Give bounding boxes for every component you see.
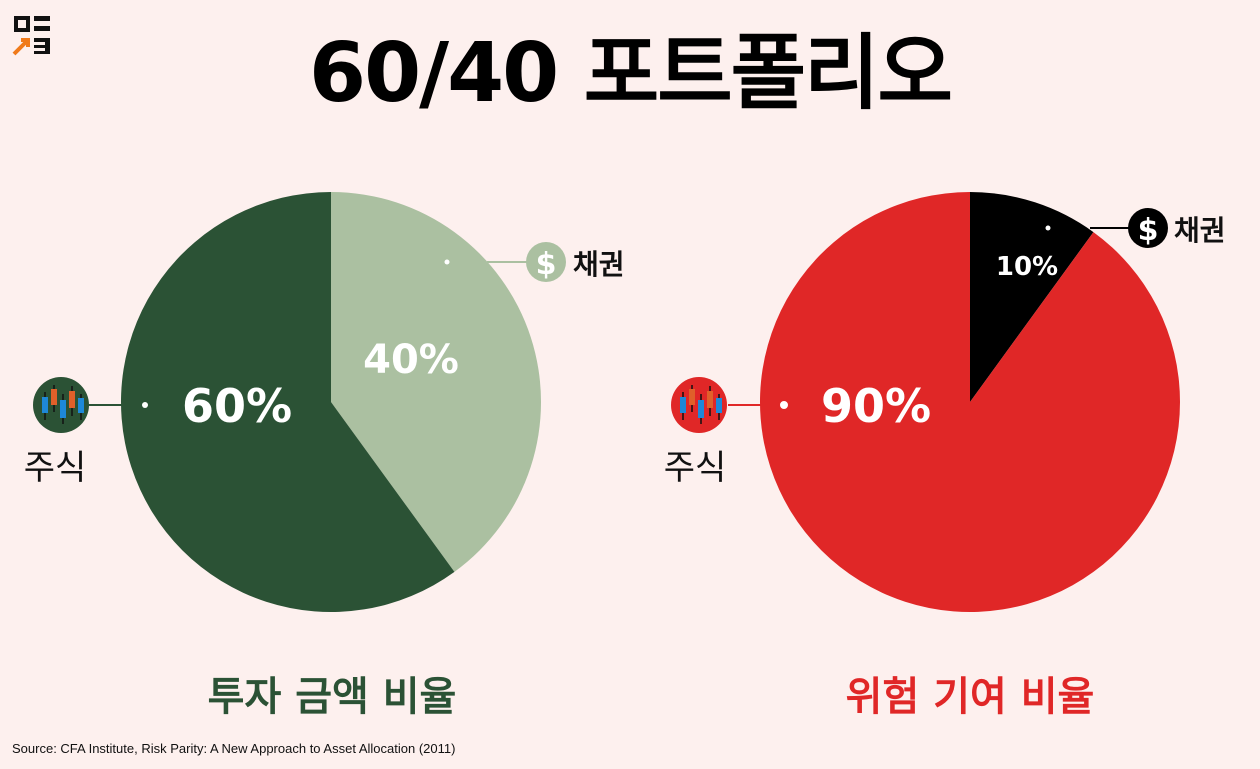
left-stock-label: 주식 — [24, 448, 87, 488]
candlestick-chart-icon — [671, 377, 727, 433]
left-bond-callout: $ 채권 — [444, 242, 625, 282]
left-bond-label: 채권 — [573, 248, 625, 281]
dollar-coin-icon: $ — [526, 242, 566, 282]
right-stock-callout: 주식 — [664, 377, 790, 488]
left-stock-value-label: 60% — [182, 379, 292, 433]
pie-slice-stock — [760, 192, 1181, 613]
right-stock-value-label: 90% — [821, 379, 931, 433]
pie-slice-bond — [331, 192, 541, 572]
pie-chart-risk — [760, 192, 1181, 613]
candlestick-chart-icon — [33, 377, 89, 433]
right-stock-label: 주식 — [664, 448, 727, 488]
right-bond-value-label: 10% — [996, 252, 1058, 282]
left-bond-value-label: 40% — [363, 337, 459, 383]
source-note: Source: CFA Institute, Risk Parity: A Ne… — [12, 741, 456, 756]
svg-text:$: $ — [1138, 213, 1159, 248]
page-title: 60/40 포트폴리오 — [309, 26, 953, 121]
right-bond-callout: $ 채권 — [1045, 208, 1226, 248]
pie-chart-investment — [120, 192, 541, 612]
right-bond-label: 채권 — [1174, 214, 1226, 247]
right-chart-caption: 위험 기여 비율 — [845, 674, 1095, 720]
brand-logo-icon — [12, 16, 50, 56]
svg-text:$: $ — [536, 247, 557, 282]
dollar-coin-icon: $ — [1128, 208, 1168, 248]
pie-slice-bond — [970, 192, 1094, 402]
pie-slice-stock — [120, 192, 455, 612]
left-chart-caption: 투자 금액 비율 — [207, 674, 457, 720]
left-stock-callout: 주식 — [24, 377, 148, 488]
